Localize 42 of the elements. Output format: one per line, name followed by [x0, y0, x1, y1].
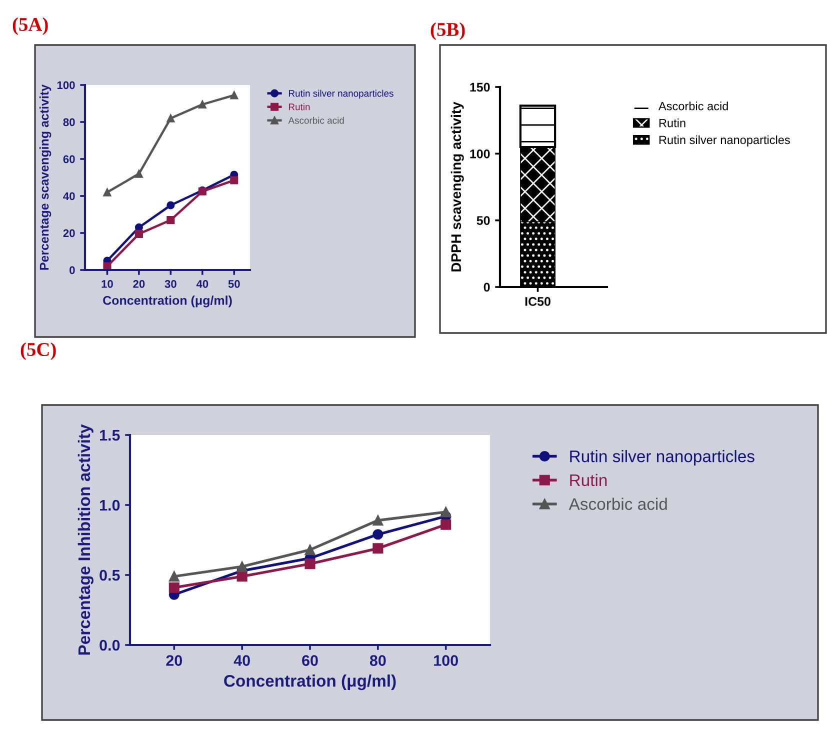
x-tick-label: 10: [102, 280, 113, 288]
y-tick-label: 80: [63, 118, 75, 126]
x-tick-label: 60: [302, 655, 318, 666]
y-tick-label: 100: [470, 149, 490, 158]
legend-label: Ascorbic acid: [658, 102, 728, 110]
legend-label: Ascorbic acid: [568, 498, 667, 510]
y-axis-title: Percentage scavenging activity: [39, 84, 52, 270]
chart-title: (5A): [12, 17, 48, 35]
x-tick-label: 50: [228, 280, 240, 288]
y-tick-label: 0.0: [100, 640, 120, 651]
y-tick-label: 0: [70, 266, 75, 274]
x-tick-label: 100: [434, 655, 458, 666]
y-tick-label: 0: [484, 282, 490, 292]
legend-label: Rutin: [570, 474, 607, 486]
y-tick-label: 20: [63, 229, 75, 238]
y-tick-label: 1.0: [100, 500, 120, 511]
y-tick-label: 150: [470, 82, 490, 92]
y-tick-label: 100: [57, 81, 75, 90]
x-tick-label: 80: [370, 655, 386, 666]
x-axis-title: Concentration (μg/ml): [103, 296, 232, 308]
y-axis-title: Percentage Inhibition activity: [78, 424, 94, 655]
x-tick-label: 20: [133, 280, 145, 288]
y-tick-label: 50: [476, 216, 490, 225]
y-tick-label: 0.5: [100, 570, 120, 581]
chart-title: (5C): [20, 342, 56, 360]
x-axis-title: Concentration (μg/ml): [224, 674, 396, 690]
y-tick-label: 60: [63, 155, 75, 164]
chart-title: (5B): [430, 22, 465, 40]
legend-label: Rutin silver nanoparticles: [659, 135, 790, 146]
legend-label: Rutin silver nanoparticles: [570, 450, 754, 466]
x-tick-label: IC50: [525, 297, 550, 306]
x-tick-label: 40: [234, 655, 250, 666]
y-axis-title: DPPH scavenging activity: [450, 102, 464, 272]
x-tick-label: 40: [196, 280, 208, 288]
y-tick-label: 40: [63, 192, 75, 200]
legend-label: Rutin: [659, 118, 686, 128]
y-tick-label: 1.5: [100, 430, 120, 441]
x-tick-label: 20: [166, 655, 182, 666]
legend-label: Rutin: [289, 103, 310, 110]
legend-label: Rutin silver nanoparticles: [289, 90, 394, 99]
legend-label: Ascorbic acid: [288, 116, 344, 124]
x-tick-label: 30: [164, 280, 176, 288]
